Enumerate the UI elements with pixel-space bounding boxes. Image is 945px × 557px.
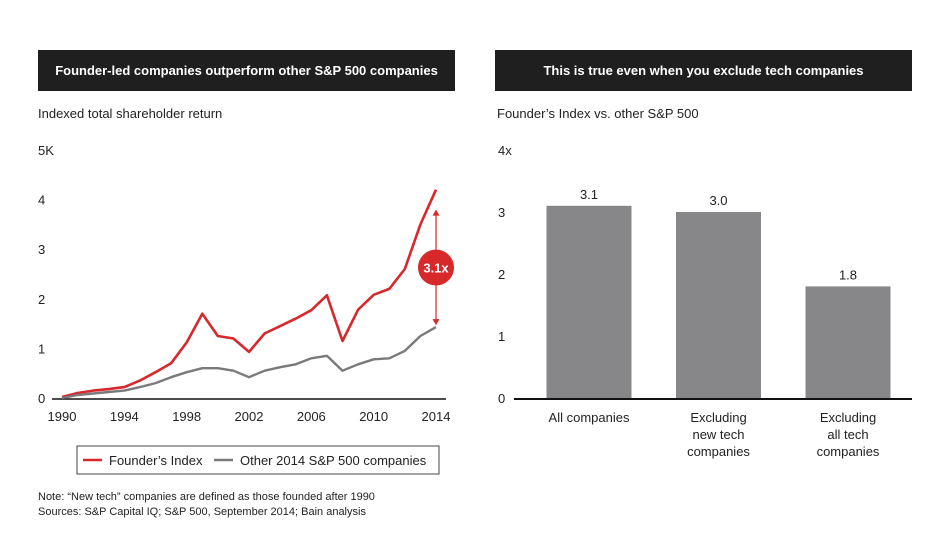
footnotes: Note: “New tech” companies are defined a…	[38, 490, 375, 520]
bar-value-label: 3.1	[580, 187, 598, 202]
y-tick-label: 5K	[38, 143, 54, 158]
bar-y-tick-label: 1	[498, 329, 505, 344]
left-chart-banner: Founder-led companies outperform other S…	[38, 50, 455, 91]
callout-arrow-head-bottom	[432, 319, 440, 326]
right-chart-title: This is true even when you exclude tech …	[543, 63, 864, 78]
other-sp500-line	[61, 326, 437, 400]
right-chart-subtitle: Founder’s Index vs. other S&P 500	[497, 106, 699, 121]
left-chart-subtitle: Indexed total shareholder return	[38, 106, 223, 121]
bar-category-label: all tech	[827, 427, 868, 442]
x-tick-label: 1990	[48, 409, 77, 424]
bar-y-tick-label: 3	[498, 205, 505, 220]
note-text: Note: “New tech” companies are defined a…	[38, 491, 375, 503]
y-tick-label: 0	[38, 391, 45, 406]
bar-category-label: companies	[687, 444, 750, 459]
bar-value-label: 1.8	[839, 267, 857, 282]
x-tick-label: 2002	[235, 409, 264, 424]
bar	[805, 286, 891, 398]
bar-category-label: Excluding	[820, 410, 876, 425]
sources-text: Sources: S&P Capital IQ; S&P 500, Septem…	[38, 506, 366, 518]
bar-category-label: new tech	[692, 427, 744, 442]
bar	[676, 212, 761, 398]
bar-y-tick-label: 2	[498, 267, 505, 282]
bar-y-tick-label: 0	[498, 391, 505, 406]
legend-label-others: Other 2014 S&P 500 companies	[240, 453, 427, 468]
y-tick-label: 1	[38, 341, 45, 356]
y-tick-label: 2	[38, 292, 45, 307]
bar-category-label: Excluding	[690, 410, 746, 425]
bar-category-label: All companies	[549, 410, 630, 425]
x-tick-label: 1998	[172, 409, 201, 424]
callout-badge-label: 3.1x	[423, 261, 449, 276]
y-tick-label: 4	[38, 193, 45, 208]
callout-badge	[418, 249, 454, 286]
callout-arrow-head-top	[432, 209, 440, 216]
legend-box	[76, 445, 440, 475]
y-tick-label: 3	[38, 242, 45, 257]
bar-y-tick-label: 4x	[498, 143, 512, 158]
legend-label-founders: Founder’s Index	[109, 453, 203, 468]
right-chart-banner: This is true even when you exclude tech …	[495, 50, 912, 91]
x-tick-label: 1994	[110, 409, 139, 424]
bar-value-label: 3.0	[709, 193, 727, 208]
founders-index-line	[61, 189, 438, 399]
x-tick-label: 2010	[359, 409, 388, 424]
x-tick-label: 2014	[422, 409, 451, 424]
bar	[546, 205, 632, 398]
x-tick-label: 2006	[297, 409, 326, 424]
left-chart-title: Founder-led companies outperform other S…	[55, 63, 438, 78]
bar-category-label: companies	[817, 444, 880, 459]
